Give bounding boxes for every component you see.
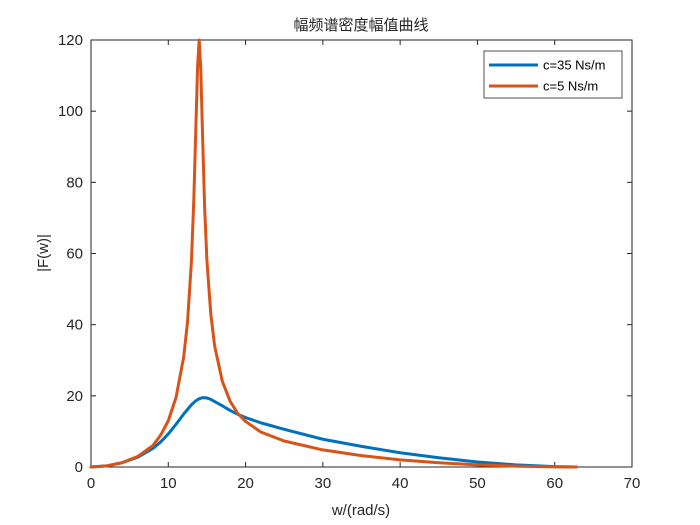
x-axis-tick-labels: 0 10 20 30 40 50 60 70 — [87, 475, 641, 492]
y-axis-tick-labels: 0 20 40 60 80 100 120 — [58, 32, 83, 476]
x-tick-label: 50 — [469, 475, 486, 492]
y-tick-label: 80 — [66, 174, 83, 191]
y-tick-label: 60 — [66, 246, 83, 263]
x-tick-label: 20 — [237, 475, 254, 492]
axis-ticks — [90, 39, 633, 468]
chart-title: 幅频谱密度幅值曲线 — [293, 16, 428, 34]
x-tick-label: 0 — [87, 475, 95, 492]
y-tick-label: 0 — [75, 459, 83, 476]
x-tick-label: 10 — [160, 475, 177, 492]
legend-label-series-0: c=35 Ns/m — [543, 58, 606, 73]
y-axis-label: |F(w)| — [35, 234, 52, 272]
series-line-1 — [89, 38, 578, 469]
x-tick-label: 60 — [546, 475, 563, 492]
legend: c=35 Ns/m c=5 Ns/m — [483, 50, 623, 99]
legend-box — [483, 50, 623, 99]
plot-area — [90, 39, 633, 468]
series-line-0 — [89, 396, 578, 469]
series-lines — [89, 38, 578, 469]
y-tick-label: 100 — [58, 103, 83, 120]
x-tick-label: 70 — [624, 475, 641, 492]
legend-label-series-1: c=5 Ns/m — [543, 79, 598, 94]
x-axis-label: w/(rad/s) — [331, 502, 390, 519]
y-tick-label: 40 — [66, 317, 83, 334]
x-tick-label: 30 — [315, 475, 332, 492]
y-tick-label: 120 — [58, 32, 83, 49]
y-tick-label: 20 — [66, 388, 83, 405]
x-tick-label: 40 — [392, 475, 409, 492]
